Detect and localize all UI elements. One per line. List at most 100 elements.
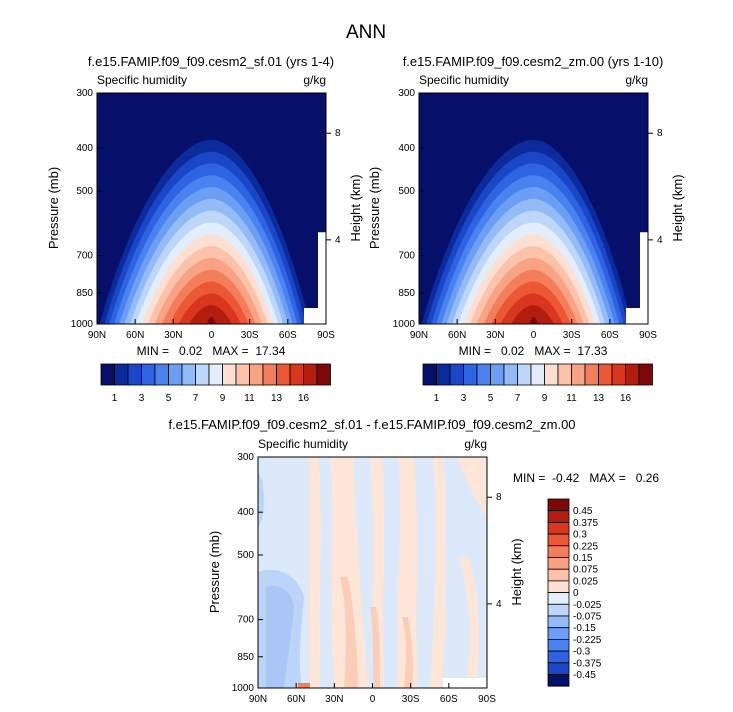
colorbar3-swatch: [547, 557, 570, 570]
panel2-ytick-label: 1000: [393, 319, 416, 330]
panel3-xtick-label: 30N: [325, 694, 343, 705]
panel1-ytick-right-label: 4: [335, 235, 341, 246]
colorbar3-swatch: [547, 533, 570, 547]
colorbar1-swatch: [262, 363, 277, 386]
panel3-anomaly-region-4: [430, 457, 446, 688]
colorbar3-tick-label: -0.375: [573, 658, 602, 669]
panel1-variable-label: Specific humidity: [97, 73, 187, 87]
colorbar2-swatch: [584, 363, 599, 386]
colorbar1-swatch: [127, 363, 142, 386]
colorbar3-tick-label: 0.375: [573, 518, 598, 529]
colorbar1-swatch: [100, 363, 115, 386]
colorbar2-swatch: [503, 363, 518, 386]
colorbar2-swatch: [544, 363, 559, 386]
panel1-ytick-label: 400: [76, 143, 93, 154]
colorbar1-swatch: [235, 363, 250, 386]
panel1-xtick-label: 90S: [317, 330, 335, 341]
colorbar2-tick-label: 1: [434, 393, 440, 404]
panel1-xtick-label: 60N: [126, 330, 144, 341]
panel3-ytick-label: 850: [237, 652, 254, 663]
panel1-title: f.e15.FAMIP.f09_f09.cesm2_sf.01 (yrs 1-4…: [88, 54, 334, 69]
panel2-ylabel: Pressure (mb): [367, 167, 382, 249]
colorbar3-tick-label: -0.075: [573, 612, 602, 623]
panel3-xtick-label: 30S: [402, 694, 420, 705]
colorbar3-swatch: [547, 662, 570, 675]
colorbar1-swatch: [316, 363, 331, 386]
colorbar-top-right: 1 3 5 7 9 11 13 16: [422, 363, 653, 404]
colorbar3-tick-label: -0.15: [573, 623, 596, 634]
colorbar1-swatch: [181, 363, 196, 386]
colorbar2-swatch: [530, 363, 545, 386]
colorbar1-swatch: [249, 363, 264, 386]
colorbar2-swatch: [611, 363, 626, 386]
panel2-ytick-right-label: 4: [657, 235, 663, 246]
panel1-xtick-label: 30N: [164, 330, 182, 341]
panel3-anomaly-region-8: [402, 617, 413, 688]
colorbar2-swatch: [436, 363, 451, 386]
panel3-anomaly-region-3: [397, 457, 418, 688]
panel2-ytick-label: 850: [398, 288, 415, 299]
colorbar1-swatch: [276, 363, 291, 386]
colorbar3-tick-label: 0.025: [573, 576, 598, 587]
colorbar1-swatch: [168, 363, 183, 386]
panel2-ytick-label: 400: [398, 143, 415, 154]
panel1-topography-mask: [304, 232, 326, 324]
panel2-ytick-label: 500: [398, 186, 415, 197]
colorbar1-tick-label: 3: [139, 393, 145, 404]
panel3-anomaly-region-7: [340, 577, 358, 688]
panel3-ytick-label: 500: [237, 550, 254, 561]
panel3-ylabel-right: Height (km): [509, 538, 524, 605]
colorbar3-tick-label: -0.3: [573, 647, 591, 658]
colorbar3-tick-label: 0.3: [573, 530, 587, 541]
colorbar2-tick-label: 16: [620, 393, 632, 404]
panel2-xtick-label: 90S: [639, 330, 657, 341]
colorbar1-swatch: [141, 363, 156, 386]
colorbar1-swatch: [195, 363, 210, 386]
colorbar1-tick-label: 7: [193, 393, 199, 404]
panel2-variable-label: Specific humidity: [419, 73, 509, 87]
colorbar2-tick-label: 13: [593, 393, 605, 404]
colorbar3-swatch: [547, 627, 570, 640]
colorbar2-swatch: [463, 363, 478, 386]
colorbar2-swatch: [638, 363, 653, 386]
colorbar3-tick-label: 0.45: [573, 506, 593, 517]
panel3-ytick-label: 1000: [232, 683, 255, 694]
panel2-units-label: g/kg: [625, 73, 648, 87]
panel1-ytick-label: 1000: [71, 319, 94, 330]
panel1-stats: MIN = 0.02 MAX = 17.34: [137, 344, 286, 358]
panel3-ytick-label: 700: [237, 615, 254, 626]
colorbar1-swatch: [208, 363, 223, 386]
panel2-xtick-label: 0: [531, 330, 537, 341]
colorbar1-tick-label: 11: [244, 393, 255, 404]
panel3-xtick-label: 90S: [478, 694, 496, 705]
colorbar3-tick-label: 0.15: [573, 553, 593, 564]
colorbar1-tick-label: 9: [220, 393, 226, 404]
panel2-ytick-label: 300: [398, 88, 415, 99]
panel1-units-label: g/kg: [303, 73, 326, 87]
colorbar3-swatch: [547, 522, 570, 535]
panel3-anomaly-region-0: [308, 457, 321, 688]
figure-title: ANN: [346, 22, 386, 43]
panel2-topography-mask: [626, 232, 648, 324]
panel3-ytick-right-label: 8: [496, 492, 502, 503]
colorbar1-swatch: [114, 363, 129, 386]
panel2-title: f.e15.FAMIP.f09_f09.cesm2_zm.00 (yrs 1-1…: [403, 54, 664, 69]
panel2-xtick-label: 30S: [563, 330, 581, 341]
panel1-band-15: [189, 305, 232, 324]
panel1-ytick-right-label: 8: [335, 128, 341, 139]
panel1-xtick-label: 60S: [279, 330, 297, 341]
colorbar1-tick-label: 16: [298, 393, 310, 404]
panel3-ytick-right-label: 4: [496, 599, 502, 610]
colorbar3-tick-label: -0.225: [573, 635, 602, 646]
colorbar3-swatch: [547, 650, 570, 664]
panel3-ytick-label: 400: [237, 507, 254, 518]
panel2-band-15: [511, 305, 554, 324]
colorbar3-tick-label: 0.075: [573, 565, 598, 576]
colorbar1-tick-label: 5: [166, 393, 172, 404]
colorbar3-swatch: [547, 568, 570, 582]
panel3-xtick-label: 0: [370, 694, 376, 705]
